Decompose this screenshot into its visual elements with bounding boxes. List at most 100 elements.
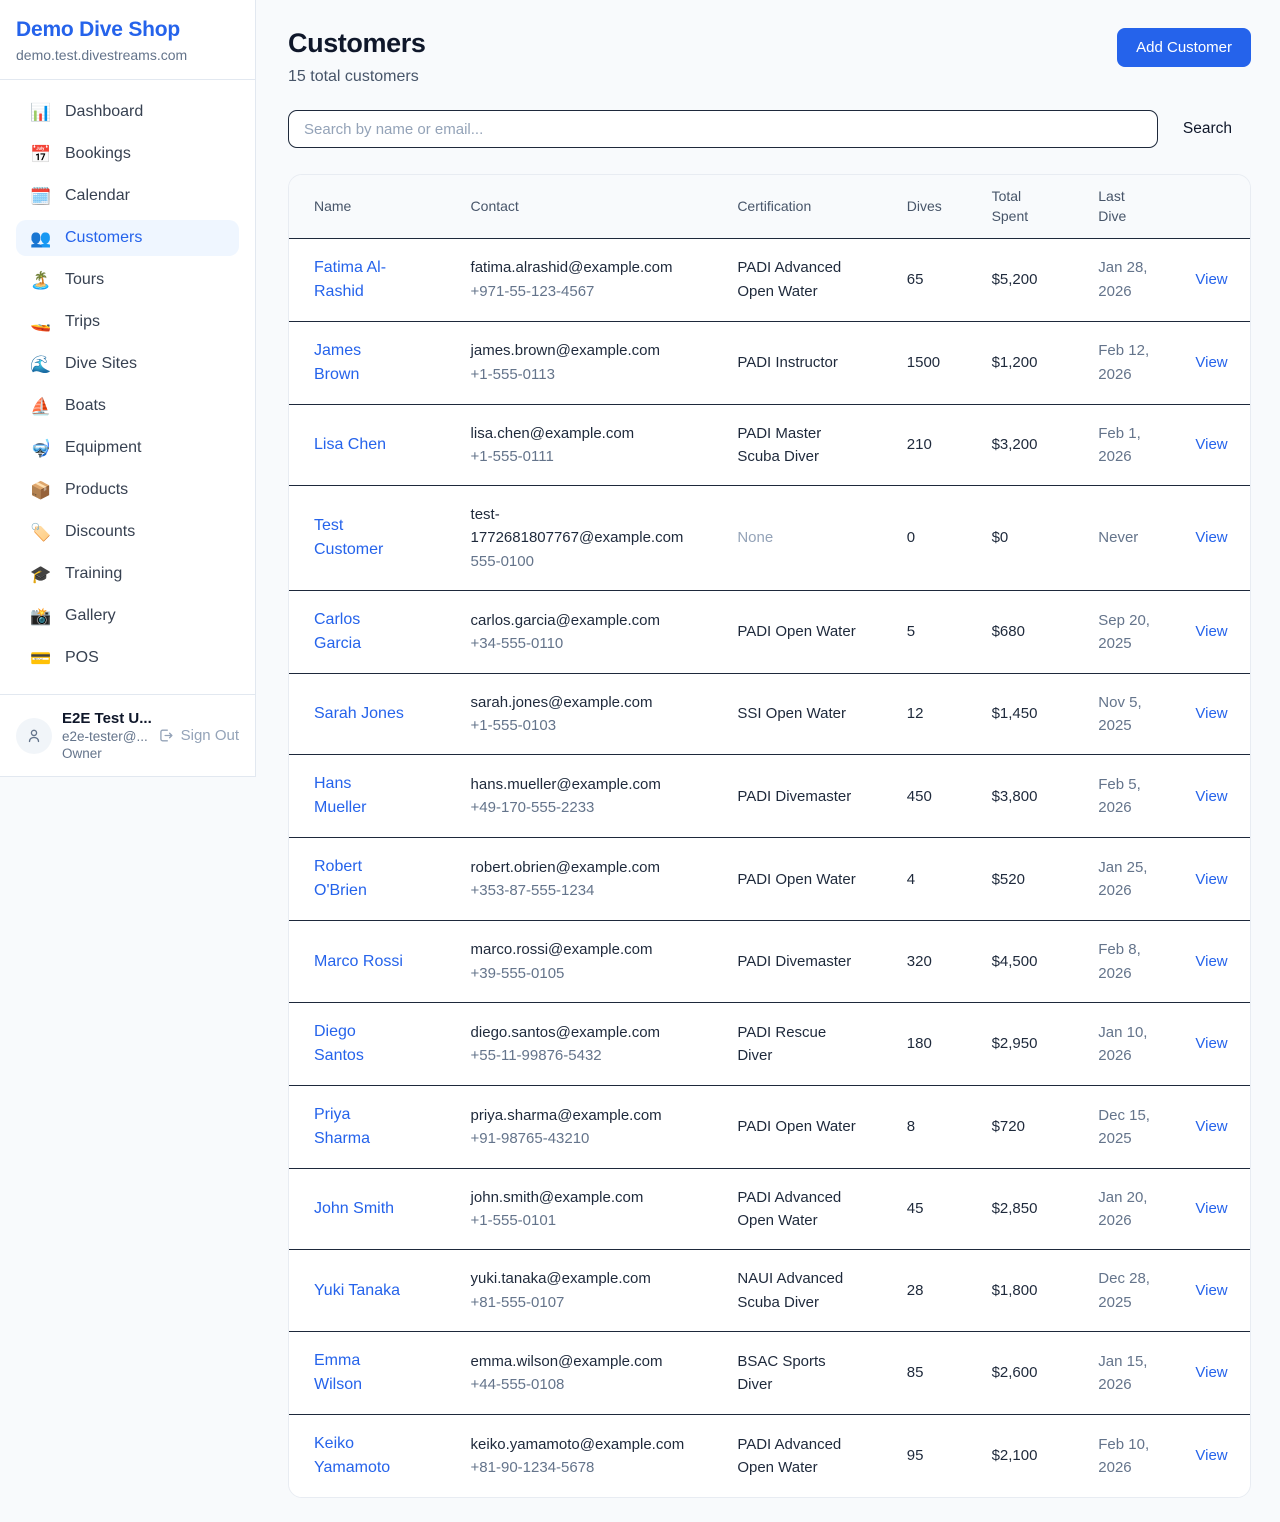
view-customer-link[interactable]: View	[1195, 787, 1228, 805]
dives-value: 0	[906, 529, 916, 547]
view-customer-link[interactable]: View	[1195, 1281, 1228, 1299]
customer-name-link[interactable]: Keiko Yamamoto	[314, 1434, 391, 1476]
total-spent-value: $2,100	[991, 1447, 1038, 1465]
dives-value: 85	[906, 1364, 924, 1382]
certification-value: PADI Open Water	[737, 870, 856, 888]
customer-name-link[interactable]: John Smith	[314, 1200, 395, 1218]
dives-value: 5	[906, 623, 916, 641]
view-cell: View	[1179, 404, 1250, 487]
customers-table: Name Contact Certification Dives Total Spent…	[289, 175, 1250, 1497]
sidebar-item-discounts[interactable]: 🏷️ Discounts	[16, 514, 239, 550]
customer-email: john.smith@example.com	[470, 1188, 644, 1206]
customer-phone: +34-555-0110	[470, 634, 564, 652]
customer-name-link[interactable]: Emma Wilson	[314, 1351, 363, 1393]
customer-email: hans.mueller@example.com	[470, 776, 661, 794]
view-customer-link[interactable]: View	[1195, 1035, 1228, 1053]
search-button[interactable]: Search	[1182, 120, 1232, 137]
view-cell: View	[1179, 485, 1250, 591]
add-customer-button[interactable]: Add Customer	[1117, 28, 1251, 67]
name-cell: Keiko Yamamoto	[289, 1414, 459, 1497]
view-customer-link[interactable]: View	[1195, 870, 1228, 888]
total-spent-value: $3,200	[991, 436, 1038, 454]
view-customer-link[interactable]: View	[1195, 1364, 1228, 1382]
customer-name-link[interactable]: James Brown	[314, 341, 362, 383]
products-icon: 📦	[30, 480, 52, 500]
total-spent-cell: $720	[979, 1085, 1087, 1169]
last-dive-cell: Dec 28, 2025	[1086, 1249, 1180, 1332]
sidebar-item-gallery[interactable]: 📸 Gallery	[16, 598, 239, 634]
sidebar-item-training[interactable]: 🎓 Training	[16, 556, 239, 592]
customer-name-link[interactable]: Sarah Jones	[314, 705, 404, 723]
view-customer-link[interactable]: View	[1195, 952, 1228, 970]
sidebar-item-tours[interactable]: 🏝️ Tours	[16, 262, 239, 298]
equipment-icon: 🤿	[30, 438, 52, 458]
last-dive-value: Nov 5, 2025	[1098, 693, 1142, 735]
customer-phone: +1-555-0103	[470, 717, 557, 735]
customer-name-link[interactable]: Marco Rossi	[314, 952, 403, 970]
certification-cell: PADI Instructor	[725, 321, 895, 405]
view-cell: View	[1179, 590, 1250, 674]
customer-email: fatima.alrashid@example.com	[470, 259, 673, 277]
shop-name[interactable]: Demo Dive Shop	[16, 18, 181, 41]
customer-email: sarah.jones@example.com	[470, 693, 653, 711]
last-dive-cell: Jan 10, 2026	[1086, 1002, 1180, 1086]
customer-phone: +1-555-0111	[470, 447, 554, 465]
customer-name-link[interactable]: Diego Santos	[314, 1022, 364, 1064]
customers-table-card: Name Contact Certification Dives Total Spent…	[288, 174, 1251, 1498]
dives-value: 8	[906, 1118, 916, 1136]
sidebar-item-trips[interactable]: 🚤 Trips	[16, 304, 239, 340]
view-customer-link[interactable]: View	[1195, 705, 1228, 723]
sidebar-item-bookings[interactable]: 📅 Bookings	[16, 136, 239, 172]
customer-name-link[interactable]: Robert O'Brien	[314, 858, 367, 900]
view-customer-link[interactable]: View	[1195, 1447, 1228, 1465]
sidebar-item-pos[interactable]: 💳 POS	[16, 640, 239, 676]
certification-cell: PADI Advanced Open Water	[725, 238, 895, 322]
contact-cell: priya.sharma@example.com +91-98765-43210	[458, 1085, 726, 1169]
total-spent-value: $0	[991, 529, 1009, 547]
dives-cell: 85	[894, 1331, 980, 1415]
view-customer-link[interactable]: View	[1195, 353, 1228, 371]
column-header-label: Total Spent	[991, 188, 1029, 225]
view-customer-link[interactable]: View	[1195, 529, 1228, 547]
view-customer-link[interactable]: View	[1195, 623, 1228, 641]
table-row: Diego Santos diego.santos@example.com +55-…	[289, 1002, 1250, 1086]
sidebar-item-dive-sites[interactable]: 🌊 Dive Sites	[16, 346, 239, 382]
sidebar-item-equipment[interactable]: 🤿 Equipment	[16, 430, 239, 466]
boats-icon: ⛵	[30, 396, 52, 416]
last-dive-cell: Dec 15, 2025	[1086, 1085, 1180, 1169]
view-customer-link[interactable]: View	[1195, 1118, 1228, 1136]
sidebar-item-calendar[interactable]: 🗓️ Calendar	[16, 178, 239, 214]
last-dive-cell: Feb 12, 2026	[1086, 321, 1180, 405]
last-dive-cell: Feb 8, 2026	[1086, 920, 1180, 1003]
customer-email: james.brown@example.com	[470, 342, 661, 360]
customer-name-link[interactable]: Lisa Chen	[314, 435, 387, 453]
dives-cell: 12	[894, 673, 980, 756]
customer-name-link[interactable]: Fatima Al-Rashid	[314, 258, 387, 300]
customer-name-link[interactable]: Test Customer	[314, 516, 384, 558]
dives-cell: 210	[894, 404, 980, 487]
view-customer-link[interactable]: View	[1195, 1200, 1228, 1218]
sign-out-button[interactable]: Sign Out	[157, 727, 239, 744]
sidebar-item-boats[interactable]: ⛵ Boats	[16, 388, 239, 424]
view-customer-link[interactable]: View	[1195, 270, 1228, 288]
view-customer-link[interactable]: View	[1195, 436, 1228, 454]
customer-name-link[interactable]: Hans Mueller	[314, 775, 367, 817]
customer-name-link[interactable]: Carlos Garcia	[314, 610, 362, 652]
sidebar-item-customers[interactable]: 👥 Customers	[16, 220, 239, 256]
name-cell: Yuki Tanaka	[289, 1249, 459, 1332]
column-header-label: Contact	[470, 198, 519, 215]
table-row: John Smith john.smith@example.com +1-555-0…	[289, 1168, 1250, 1251]
last-dive-value: Jan 25, 2026	[1098, 859, 1148, 900]
dives-cell: 65	[894, 238, 980, 322]
sidebar-item-dashboard[interactable]: 📊 Dashboard	[16, 94, 239, 130]
last-dive-value: Sep 20, 2025	[1098, 611, 1150, 652]
sidebar-item-label: POS	[65, 649, 99, 666]
dives-cell: 28	[894, 1249, 980, 1332]
sidebar-item-products[interactable]: 📦 Products	[16, 472, 239, 508]
search-input[interactable]	[288, 110, 1158, 148]
customer-name-link[interactable]: Yuki Tanaka	[314, 1281, 400, 1299]
view-cell: View	[1179, 321, 1250, 405]
dives-value: 4	[906, 870, 916, 888]
customer-name-link[interactable]: Priya Sharma	[314, 1105, 371, 1147]
